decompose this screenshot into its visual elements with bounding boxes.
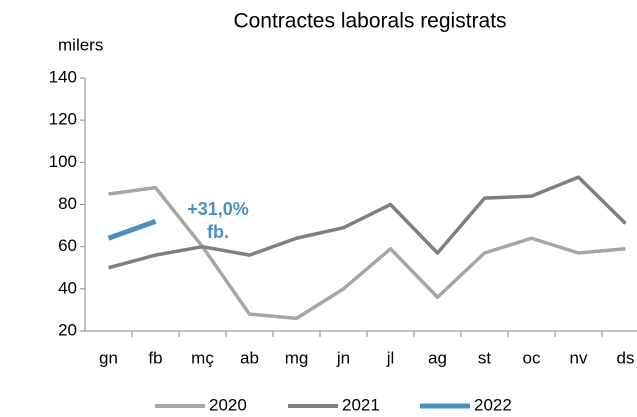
annotation: fb. — [207, 222, 229, 242]
x-tick-label: jl — [386, 348, 395, 367]
line-series — [108, 185, 626, 321]
y-tick-label: 140 — [49, 67, 77, 86]
x-tick-label: ds — [617, 348, 635, 367]
x-tick-label: st — [478, 348, 492, 367]
y-tick-label: 80 — [58, 194, 77, 213]
x-tick-label: mg — [285, 348, 309, 367]
x-tick-label: oc — [523, 348, 541, 367]
y-axis-label: milers — [58, 35, 103, 54]
annotation: +31,0% — [187, 199, 249, 219]
legend-label: 2022 — [474, 395, 512, 414]
x-tick-label: ag — [428, 348, 447, 367]
x-tick-label: ab — [240, 348, 259, 367]
x-tick-label: mç — [191, 348, 214, 367]
line-series — [107, 219, 157, 241]
x-tick-label: nv — [570, 348, 588, 367]
y-tick-label: 60 — [58, 236, 77, 255]
x-tick-label: fb — [148, 348, 162, 367]
y-tick-label: 100 — [49, 152, 77, 171]
y-tick-label: 20 — [58, 320, 77, 339]
legend-label: 2021 — [342, 395, 380, 414]
chart-title: Contractes laborals registrats — [233, 10, 506, 33]
y-tick-label: 120 — [49, 110, 77, 129]
y-tick-label: 40 — [58, 278, 77, 297]
x-tick-label: jn — [336, 348, 350, 367]
line-series — [108, 175, 627, 270]
x-tick-label: gn — [99, 348, 118, 367]
legend-label: 2020 — [209, 395, 247, 414]
